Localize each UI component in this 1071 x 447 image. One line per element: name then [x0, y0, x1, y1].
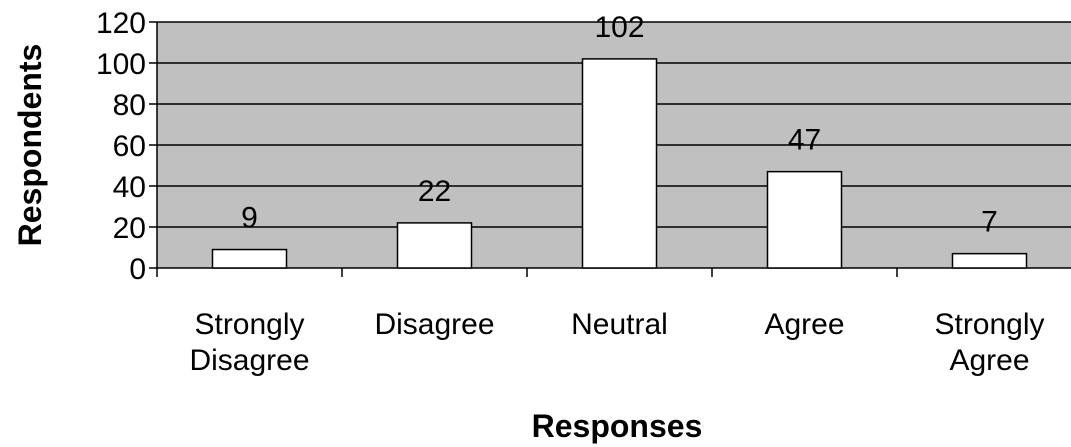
category-labels: Strongly Disagree Disagree Neutral Agree Stro…	[189, 308, 1044, 377]
bars	[211, 58, 1028, 269]
y-tick-label: 60	[113, 130, 146, 163]
y-tick-label: 20	[113, 212, 146, 245]
y-axis-title: Respondents	[12, 44, 48, 247]
bar	[766, 170, 843, 269]
y-tick-label: 120	[96, 7, 146, 40]
data-label: 7	[981, 206, 998, 239]
y-axis-ticks: 0 20 40 60 80 100 120	[96, 7, 157, 286]
x-category-label: Strongly Agree	[934, 308, 1044, 377]
y-tick-label: 100	[96, 48, 146, 81]
data-label: 9	[241, 202, 258, 235]
bar	[211, 248, 288, 269]
x-category-label: Agree	[764, 308, 844, 341]
y-tick-label: 0	[129, 253, 146, 286]
x-category-label: Disagree	[374, 308, 494, 341]
x-axis-ticks	[156, 268, 898, 277]
x-category-label: Strongly Disagree	[189, 308, 309, 377]
bar	[581, 58, 658, 269]
data-label: 22	[418, 175, 451, 208]
data-label: 47	[788, 124, 821, 157]
y-tick-label: 40	[113, 171, 146, 204]
bar	[951, 252, 1028, 269]
data-label: 102	[594, 11, 644, 44]
y-tick-label: 80	[113, 89, 146, 122]
data-labels: 9 22 102 47 7	[241, 11, 998, 239]
bar	[396, 222, 473, 269]
x-axis-title: Responses	[532, 408, 703, 444]
x-category-label: Neutral	[571, 308, 668, 341]
